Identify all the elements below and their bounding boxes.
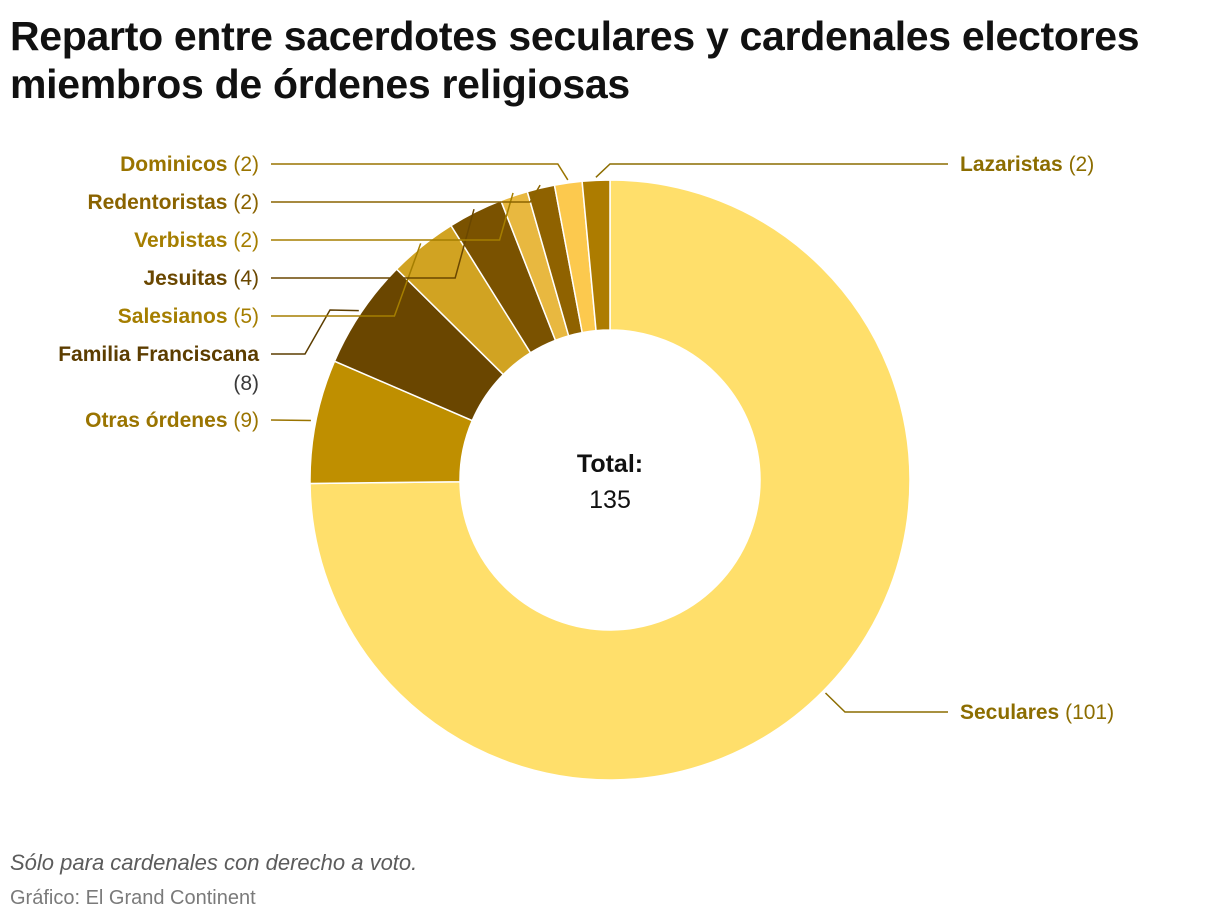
label-dominicos: Dominicos (2) xyxy=(120,153,259,176)
leader-line-redentoristas xyxy=(271,184,541,203)
center-total-label: Total: xyxy=(577,450,643,478)
label-name-seculares: Seculares xyxy=(960,701,1059,724)
center-total-value: 135 xyxy=(589,486,631,514)
label-name-jesuitas: Jesuitas xyxy=(143,267,227,290)
leader-line-lazaristas xyxy=(595,163,948,178)
label-value-familia-franciscana: (8) xyxy=(233,372,259,395)
label-lazaristas: Lazaristas (2) xyxy=(960,153,1094,176)
label-salesianos: Salesianos (5) xyxy=(118,305,259,328)
donut-chart: Seculares (101) Otras órdenes (9) Familia … xyxy=(58,153,1114,781)
label-seculares: Seculares (101) xyxy=(960,701,1114,724)
label-value-otras-ordenes: (9) xyxy=(228,409,260,432)
center-label-group: Total: 135 xyxy=(577,450,643,514)
label-name-redentoristas: Redentoristas xyxy=(87,191,227,214)
leader-line-dominicos xyxy=(271,163,569,181)
slice-seculares xyxy=(309,179,911,781)
label-value-jesuitas: (4) xyxy=(228,267,260,290)
label-value-lazaristas: (2) xyxy=(1063,153,1095,176)
label-redentoristas: Redentoristas (2) xyxy=(87,191,259,214)
label-jesuitas: Jesuitas (4) xyxy=(143,267,259,290)
footnote: Sólo para cardenales con derecho a voto. xyxy=(10,850,418,875)
label-value-salesianos: (5) xyxy=(228,305,260,328)
slices-layer xyxy=(309,179,911,781)
label-value-dominicos: (2) xyxy=(228,153,260,176)
label-name-verbistas: Verbistas xyxy=(134,229,227,252)
label-name-otras-ordenes: Otras órdenes xyxy=(85,409,227,432)
slice-lazaristas xyxy=(581,179,611,332)
chart-title: Reparto entre sacerdotes seculares y car… xyxy=(10,13,1140,107)
label-familia-franciscana: Familia Franciscana xyxy=(58,343,259,366)
label-verbistas: Verbistas (2) xyxy=(134,229,259,252)
label-value-seculares: (101) xyxy=(1059,701,1114,724)
labels-layer: Seculares (101) Otras órdenes (9) Familia … xyxy=(58,153,1114,724)
label-value-redentoristas: (2) xyxy=(228,191,260,214)
label-name-dominicos: Dominicos xyxy=(120,153,227,176)
leader-line-seculares xyxy=(824,692,948,713)
source-credit: Gráfico: El Grand Continent xyxy=(10,887,256,909)
label-value-verbistas: (2) xyxy=(228,229,260,252)
label-name-lazaristas: Lazaristas xyxy=(960,153,1063,176)
label-name-salesianos: Salesianos xyxy=(118,305,228,328)
leader-line-familia-franciscana xyxy=(271,309,359,355)
leader-line-jesuitas xyxy=(271,209,475,279)
label-otras-ordenes: Otras órdenes (9) xyxy=(85,409,259,432)
leader-line-salesianos xyxy=(271,243,422,317)
label-name-familia-franciscana: Familia Franciscana xyxy=(58,343,259,366)
leader-line-verbistas xyxy=(271,192,514,241)
leader-lines-layer xyxy=(270,163,948,713)
